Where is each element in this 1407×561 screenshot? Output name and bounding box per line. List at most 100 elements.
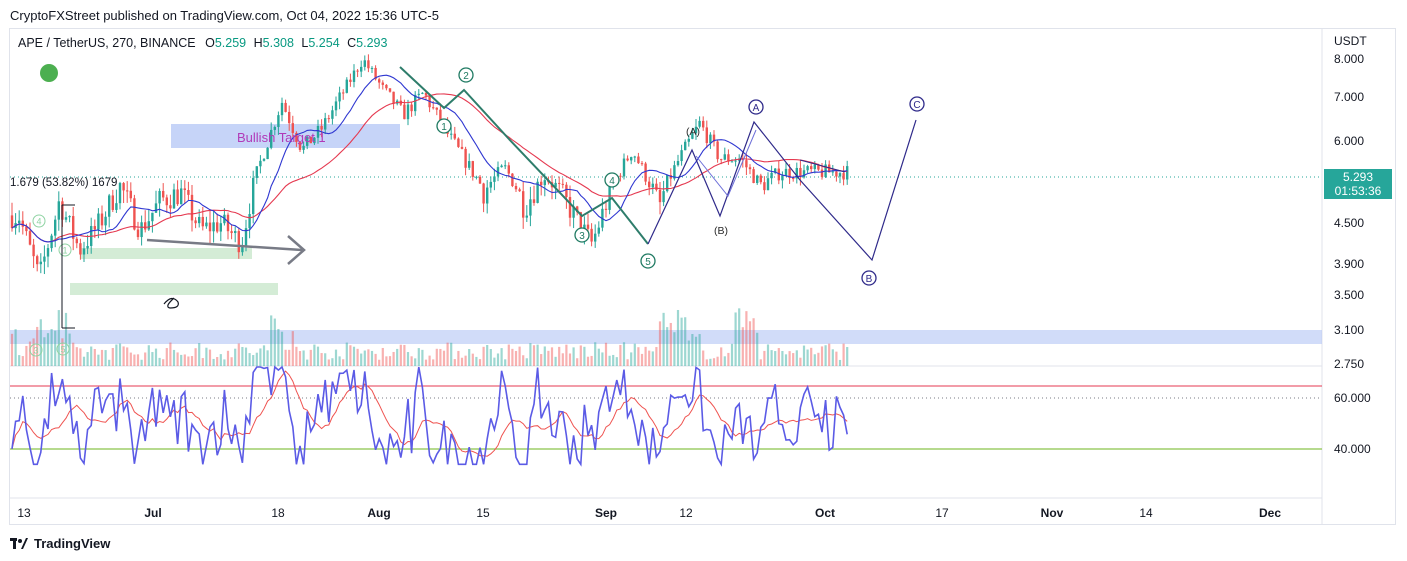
candle-body xyxy=(385,84,388,89)
wave-label-abc-B-circle xyxy=(861,270,877,286)
candle-body xyxy=(309,136,312,144)
candle-body xyxy=(525,215,528,218)
volume-bar xyxy=(763,350,766,366)
volume-bar xyxy=(572,347,575,366)
volume-bar xyxy=(205,347,208,366)
volume-bar xyxy=(666,327,669,366)
volume-bar xyxy=(342,359,345,366)
volume-bar xyxy=(838,359,842,366)
volume-bar xyxy=(507,344,510,366)
volume-bar xyxy=(28,341,32,366)
candle-body xyxy=(277,115,280,128)
volume-bar xyxy=(201,358,204,366)
volume-bar xyxy=(252,355,255,366)
candle-body xyxy=(630,157,633,161)
bullish-target-label: Bullish Target 1 xyxy=(237,130,326,145)
volume-bar xyxy=(730,343,734,366)
volume-bar xyxy=(640,353,644,366)
candle-body xyxy=(417,93,420,95)
wave-label-2-circle xyxy=(458,67,474,83)
candle-body xyxy=(504,165,507,167)
footer-brand[interactable]: TradingView xyxy=(10,536,110,551)
candle-body xyxy=(806,166,809,171)
volume-bar xyxy=(759,359,762,366)
candle-body xyxy=(795,167,798,179)
candle-body xyxy=(100,213,104,226)
volume-bar xyxy=(244,347,248,366)
volume-bar xyxy=(234,348,237,366)
volume-bar xyxy=(655,347,658,366)
candle-body xyxy=(694,126,698,134)
volume-bar xyxy=(68,333,71,366)
volume-bar xyxy=(14,329,17,366)
candle-body xyxy=(291,123,294,133)
price-tick-label: 3.500 xyxy=(1334,288,1364,302)
volume-bar xyxy=(482,346,485,366)
candle-body xyxy=(568,197,572,218)
candle-body xyxy=(489,181,492,188)
volume-bar xyxy=(442,350,446,366)
candle-body xyxy=(147,221,150,230)
volume-bar xyxy=(64,312,68,366)
candle-body xyxy=(122,183,125,191)
candle-body xyxy=(572,206,575,218)
candle-body xyxy=(226,214,230,232)
wave-label-abc-B: B xyxy=(866,274,873,285)
volume-bar xyxy=(723,356,726,366)
volume-bar xyxy=(698,334,701,366)
volume-bar xyxy=(122,346,125,366)
candle-body xyxy=(363,60,366,67)
volume-bar xyxy=(259,348,262,366)
tradingview-logo-icon xyxy=(10,537,28,550)
candle-body xyxy=(86,245,89,249)
candle-body xyxy=(360,66,363,72)
volume-bar xyxy=(306,359,309,366)
candle-body xyxy=(792,178,795,180)
candle-body xyxy=(576,206,579,213)
volume-bar xyxy=(432,359,435,366)
wave-label-abc-A-circle xyxy=(748,99,764,115)
volume-bar xyxy=(154,348,158,366)
rsi-tick-label: 60.000 xyxy=(1334,391,1371,405)
wave-correction-line xyxy=(647,119,917,262)
volume-bar xyxy=(702,350,705,366)
candle-body xyxy=(493,176,496,182)
hand-sketch xyxy=(163,297,179,309)
price-tick-label: 4.500 xyxy=(1334,216,1364,230)
volume-bar xyxy=(810,347,813,366)
volume-bar xyxy=(352,346,356,366)
price-tick-label: 7.000 xyxy=(1334,90,1364,104)
candle-body xyxy=(421,92,424,94)
volume-bar xyxy=(475,356,478,366)
candle-body xyxy=(118,183,122,204)
candle-body xyxy=(777,168,780,181)
volume-bar xyxy=(820,346,824,366)
faded-wave-label: 3 xyxy=(33,346,38,356)
candle-body xyxy=(248,214,251,229)
candle-body xyxy=(514,186,518,190)
candle-body xyxy=(684,141,687,151)
volume-bar xyxy=(615,357,618,366)
volume-bar xyxy=(111,347,114,366)
volume-bar xyxy=(417,348,420,366)
volume-bar xyxy=(136,354,140,366)
candle-body xyxy=(39,261,42,265)
volume-bar xyxy=(295,346,298,366)
volume-bar xyxy=(766,344,770,366)
candle-body xyxy=(370,67,374,69)
candle-body xyxy=(54,219,57,236)
candle-body xyxy=(518,189,521,192)
volume-bar xyxy=(345,342,348,366)
volume-bar xyxy=(486,344,489,366)
volume-bar xyxy=(331,358,334,366)
volume-bar xyxy=(630,352,633,366)
volume-bar xyxy=(414,358,417,366)
volume-bar xyxy=(568,353,572,366)
volume-bars xyxy=(10,308,849,366)
faded-wave-label: 5 xyxy=(60,345,65,355)
volume-bar xyxy=(597,348,600,366)
ma-fast-line xyxy=(11,74,848,243)
volume-bar xyxy=(799,357,802,366)
candle-body xyxy=(590,228,593,242)
